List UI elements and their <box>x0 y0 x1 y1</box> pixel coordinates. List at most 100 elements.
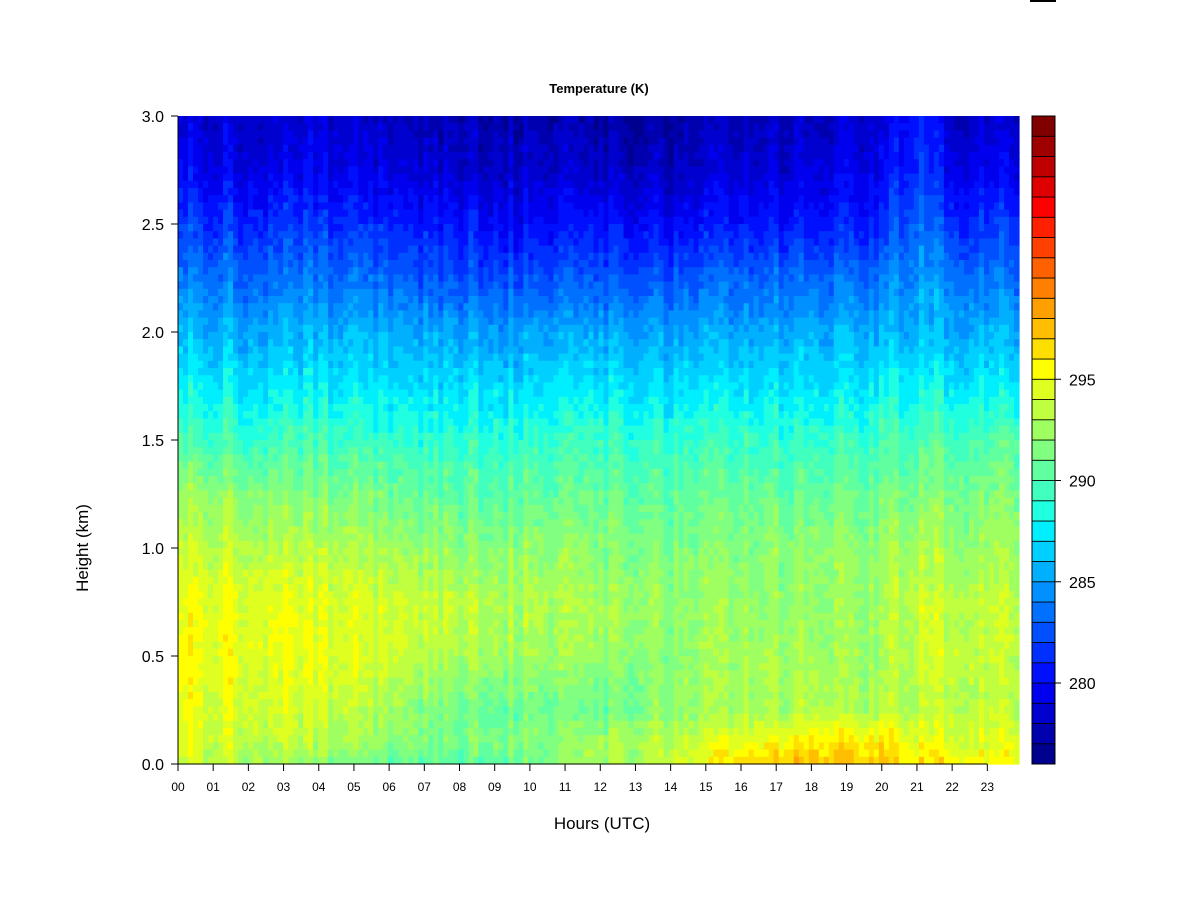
heatmap-cell <box>288 483 294 491</box>
heatmap-cell <box>278 591 284 599</box>
heatmap-cell <box>323 461 329 470</box>
heatmap-cell <box>388 144 394 153</box>
heatmap-cell <box>353 641 359 650</box>
heatmap-cell <box>403 627 409 635</box>
heatmap-cell <box>333 116 339 124</box>
heatmap-cell <box>338 735 344 743</box>
heatmap-cell <box>343 692 349 700</box>
heatmap-cell <box>303 404 309 412</box>
heatmap-cell <box>413 159 419 167</box>
heatmap-cell <box>338 533 344 542</box>
heatmap-cell <box>278 713 284 722</box>
heatmap-cell <box>203 130 209 139</box>
heatmap-cell <box>423 468 429 477</box>
heatmap-cell <box>443 533 449 542</box>
heatmap-cell <box>318 728 324 736</box>
heatmap-cell <box>373 605 379 614</box>
heatmap-cell <box>378 245 384 254</box>
heatmap-cell <box>268 346 274 355</box>
heatmap-cell <box>213 591 219 599</box>
heatmap-cell <box>253 663 259 671</box>
heatmap-cell <box>238 447 244 455</box>
heatmap-cell <box>183 418 189 427</box>
heatmap-cell <box>318 454 324 463</box>
heatmap-cell <box>193 432 199 441</box>
heatmap-cell <box>203 303 209 311</box>
heatmap-cell <box>248 375 254 383</box>
heatmap-cell <box>213 461 219 470</box>
heatmap-cell <box>433 195 439 203</box>
heatmap-cell <box>388 440 394 448</box>
heatmap-cell <box>348 310 354 319</box>
heatmap-cell <box>188 382 194 391</box>
heatmap-cell <box>208 447 214 455</box>
heatmap-cell <box>178 202 184 211</box>
heatmap-cell <box>293 598 299 607</box>
heatmap-cell <box>373 137 379 146</box>
heatmap-cell <box>208 303 214 311</box>
heatmap-cell <box>193 418 199 427</box>
heatmap-cell <box>313 713 319 722</box>
heatmap-cell <box>443 742 449 751</box>
heatmap-cell <box>253 346 259 355</box>
heatmap-cell <box>378 303 384 311</box>
heatmap-cell <box>333 324 339 333</box>
heatmap-cell <box>368 209 374 218</box>
heatmap-cell <box>288 512 294 520</box>
heatmap-cell <box>308 152 314 160</box>
heatmap-cell <box>198 260 204 268</box>
heatmap-cell <box>203 188 209 196</box>
heatmap-cell <box>238 346 244 355</box>
heatmap-cell <box>433 490 439 499</box>
heatmap-cell <box>263 576 269 585</box>
chart-title: Temperature (K) <box>549 81 648 96</box>
heatmap-cell <box>428 713 434 722</box>
heatmap-cell <box>193 216 199 225</box>
heatmap-cell <box>238 598 244 607</box>
heatmap-cell <box>388 677 394 686</box>
heatmap-cell <box>413 742 419 751</box>
heatmap-cell <box>288 209 294 218</box>
heatmap-cell <box>448 440 454 448</box>
heatmap-cell <box>208 202 214 211</box>
heatmap-cell <box>403 130 409 139</box>
heatmap-cell <box>198 159 204 167</box>
heatmap-cell <box>448 303 454 311</box>
heatmap-cell <box>398 231 404 239</box>
heatmap-cell <box>403 216 409 225</box>
heatmap-cell <box>288 440 294 448</box>
heatmap-cell <box>428 195 434 203</box>
heatmap-cell <box>223 677 229 686</box>
heatmap-cell <box>443 497 449 506</box>
heatmap-cell <box>238 756 244 765</box>
heatmap-cell <box>213 180 219 189</box>
heatmap-cell <box>318 404 324 412</box>
heatmap-cell <box>413 540 419 549</box>
heatmap-cell <box>278 699 284 707</box>
heatmap-cell <box>178 382 184 391</box>
heatmap-cell <box>438 209 444 218</box>
heatmap-cell <box>338 123 344 131</box>
heatmap-cell <box>428 497 434 506</box>
heatmap-cell <box>418 173 424 182</box>
heatmap-cell <box>318 281 324 290</box>
heatmap-cell <box>423 238 429 247</box>
heatmap-cell <box>208 332 214 340</box>
heatmap-cell <box>408 612 414 621</box>
heatmap-cell <box>423 425 429 434</box>
heatmap-cell <box>448 447 454 455</box>
heatmap-cell <box>248 504 254 513</box>
heatmap-cell <box>308 375 314 383</box>
heatmap-cell <box>443 692 449 700</box>
heatmap-cell <box>363 584 369 592</box>
heatmap-cell <box>243 454 249 463</box>
heatmap-cell <box>433 317 439 326</box>
heatmap-cell <box>378 713 384 722</box>
heatmap-cell <box>323 526 329 535</box>
heatmap-cell <box>213 267 219 275</box>
heatmap-cell <box>383 576 389 585</box>
heatmap-cell <box>253 195 259 203</box>
heatmap-cell <box>253 620 259 628</box>
heatmap-cell <box>248 569 254 578</box>
heatmap-cell <box>238 324 244 333</box>
